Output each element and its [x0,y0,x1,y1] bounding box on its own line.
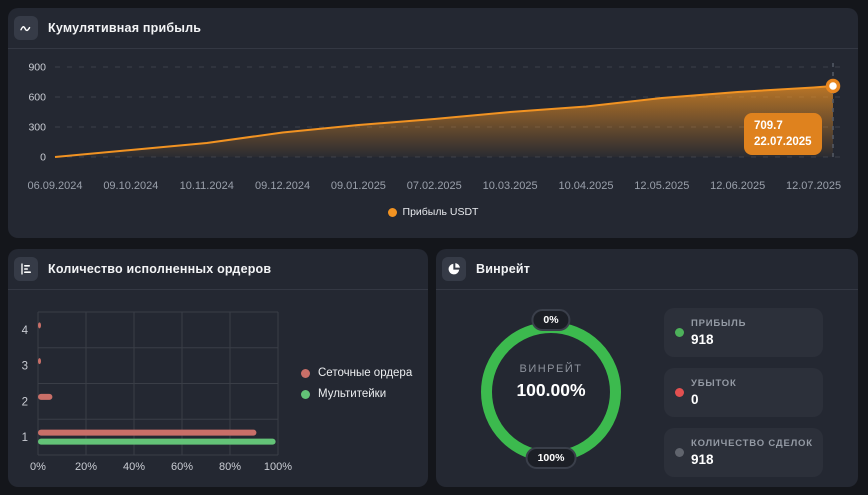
x-axis-tick: 12.06.2025 [710,180,765,192]
bar-category-label: 2 [22,396,28,408]
stat-dot [675,328,684,337]
bar-chart-horizontal-icon [14,257,38,281]
gauge-value: 100.00% [481,380,621,401]
stat-card: УБЫТОК 0 [664,368,823,417]
winrate-panel: Винрейт ВИНРЕЙТ 100.00% 0% 100% ПРИБЫЛЬ 9… [436,249,858,487]
x-axis-tick: 09.01.2025 [331,180,386,192]
bar-x-axis-tick: 80% [219,461,241,473]
stat-value: 918 [691,332,746,347]
bar-grid-orders[interactable] [38,358,41,364]
y-axis-tick: 0 [40,152,46,164]
bar-multitakes[interactable] [38,439,276,445]
tooltip-value: 709.7 [754,118,812,134]
executed-orders-panel: Количество исполненных ордеров 4 3 2 1 0% 20%… [8,249,428,487]
x-axis-tick: 10.04.2025 [558,180,613,192]
legend-dot [301,369,310,378]
bar-x-axis-tick: 40% [123,461,145,473]
pie-chart-icon [442,257,466,281]
gauge-label: ВИНРЕЙТ [481,363,621,375]
gauge-badge-bottom: 100% [526,447,577,469]
bar-x-axis-tick: 100% [264,461,292,473]
stat-card: КОЛИЧЕСТВО СДЕЛОК 918 [664,428,823,477]
chart-tooltip: 709.7 22.07.2025 [744,113,822,155]
cumulative-legend[interactable]: Прибыль USDT [8,206,858,218]
x-axis-tick: 09.10.2024 [103,180,158,192]
x-axis-tick: 12.07.2025 [786,180,841,192]
cumulative-profit-panel: Кумулятивная прибыль 0 300 600 900 06.09.202… [8,8,858,238]
bar-x-axis-tick: 60% [171,461,193,473]
stat-dot [675,448,684,457]
winrate-panel-header: Винрейт [436,249,858,289]
orders-legend[interactable]: Сеточные ордера Мультитейки [301,367,412,400]
stat-label: ПРИБЫЛЬ [691,318,746,329]
panel-title: Кумулятивная прибыль [48,21,201,35]
gauge-badge-top: 0% [531,309,570,331]
legend-label: Мультитейки [318,388,386,400]
x-axis-tick: 06.09.2024 [27,180,82,192]
stat-value: 0 [691,392,737,407]
legend-item[interactable]: Сеточные ордера [301,367,412,379]
x-axis-tick: 10.11.2024 [180,180,234,192]
stat-label: УБЫТОК [691,378,737,389]
bar-grid-orders[interactable] [38,394,52,400]
y-axis-tick: 900 [28,62,46,74]
trend-line-icon [14,16,38,40]
gauge-center: ВИНРЕЙТ 100.00% [481,363,621,401]
legend-dot [301,390,310,399]
header-divider [436,289,858,290]
cumulative-panel-header: Кумулятивная прибыль [8,8,858,48]
bar-x-axis-tick: 0% [30,461,46,473]
panel-title: Количество исполненных ордеров [48,262,271,276]
y-axis-tick: 300 [28,122,46,134]
bar-grid-orders[interactable] [38,322,41,328]
bar-category-label: 4 [22,325,29,337]
legend-label-profit: Прибыль USDT [403,206,479,218]
legend-item[interactable]: Мультитейки [301,388,412,400]
stat-label: КОЛИЧЕСТВО СДЕЛОК [691,438,813,449]
legend-dot-profit [388,208,397,217]
x-axis-tick: 12.05.2025 [634,180,689,192]
cumulative-chart-svg[interactable]: 0 300 600 900 06.09.2024 09.10.2024 10.11.2024… [8,48,858,203]
legend-label: Сеточные ордера [318,367,412,379]
stat-value: 918 [691,452,813,467]
x-axis-tick: 09.12.2024 [255,180,310,192]
x-axis-tick: 10.03.2025 [483,180,538,192]
panel-title: Винрейт [476,262,530,276]
bar-x-axis-tick: 20% [75,461,97,473]
bar-category-label: 1 [22,432,28,444]
stat-dot [675,388,684,397]
tooltip-date: 22.07.2025 [754,134,812,150]
stat-card: ПРИБЫЛЬ 918 [664,308,823,357]
last-point-marker[interactable] [828,81,839,92]
bar-grid-orders[interactable] [38,430,256,436]
bar-category-label: 3 [22,361,28,373]
x-axis-tick: 07.02.2025 [407,180,462,192]
orders-panel-header: Количество исполненных ордеров [8,249,428,289]
y-axis-tick: 600 [28,92,46,104]
